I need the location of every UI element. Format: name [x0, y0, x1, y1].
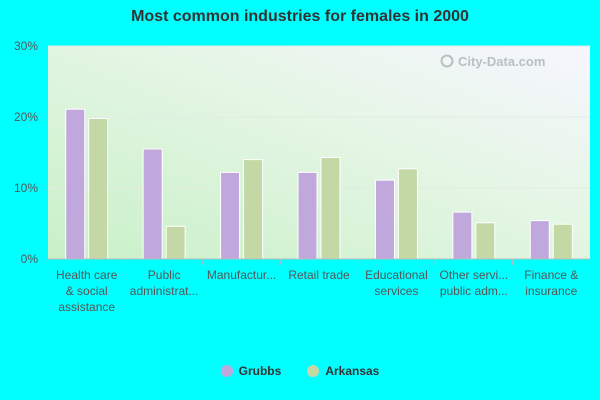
bar-grubbs[interactable]	[297, 171, 318, 260]
legend-label-grubbs: Grubbs	[238, 364, 282, 378]
bar-arkansas[interactable]	[552, 223, 573, 260]
y-tick-label: 20%	[14, 110, 38, 124]
x-tick-label: Finance &	[524, 268, 578, 282]
bar-arkansas[interactable]	[165, 225, 186, 260]
legend-item-grubbs: Grubbs	[220, 364, 282, 378]
x-tick-label: Retail trade	[288, 268, 350, 282]
legend-swatch-arkansas	[307, 365, 320, 377]
x-tick-label: services	[374, 284, 418, 298]
bar-arkansas[interactable]	[475, 222, 496, 260]
x-tick-label: administrat...	[130, 284, 199, 298]
x-tick-label: assistance	[58, 300, 115, 314]
bar-arkansas[interactable]	[243, 159, 264, 260]
bar-arkansas[interactable]	[397, 168, 418, 260]
legend-item-arkansas: Arkansas	[307, 364, 379, 378]
legend: Grubbs Arkansas	[0, 364, 600, 378]
legend-swatch-grubbs	[220, 365, 233, 377]
x-tick-label: public adm...	[440, 284, 508, 298]
magnifier-icon	[440, 54, 454, 68]
watermark-text: City-Data.com	[458, 54, 545, 69]
bar-grubbs[interactable]	[452, 211, 473, 260]
chart-title: Most common industries for females in 20…	[131, 8, 469, 25]
watermark: City-Data.com	[440, 54, 545, 69]
plot-area	[48, 46, 590, 259]
bar-arkansas[interactable]	[88, 117, 109, 260]
x-tick-label: Public	[148, 268, 181, 282]
legend-label-arkansas: Arkansas	[325, 364, 380, 378]
x-tick-label: Health care	[56, 268, 118, 282]
y-tick-label: 10%	[14, 181, 38, 195]
bar-grubbs[interactable]	[65, 108, 86, 260]
y-tick-label: 30%	[14, 39, 38, 53]
bar-arkansas[interactable]	[320, 156, 341, 260]
bar-grubbs[interactable]	[220, 171, 241, 260]
x-tick-label: & social	[66, 284, 108, 298]
y-tick-label: 0%	[21, 252, 39, 266]
bar-grubbs[interactable]	[529, 220, 550, 260]
x-tick-label: Manufactur...	[207, 268, 276, 282]
x-tick-label: Educational	[365, 268, 428, 282]
x-tick-label: insurance	[525, 284, 577, 298]
x-tick-label: Other servi...	[440, 268, 509, 282]
bar-grubbs[interactable]	[374, 179, 395, 260]
bar-grubbs[interactable]	[142, 148, 163, 260]
